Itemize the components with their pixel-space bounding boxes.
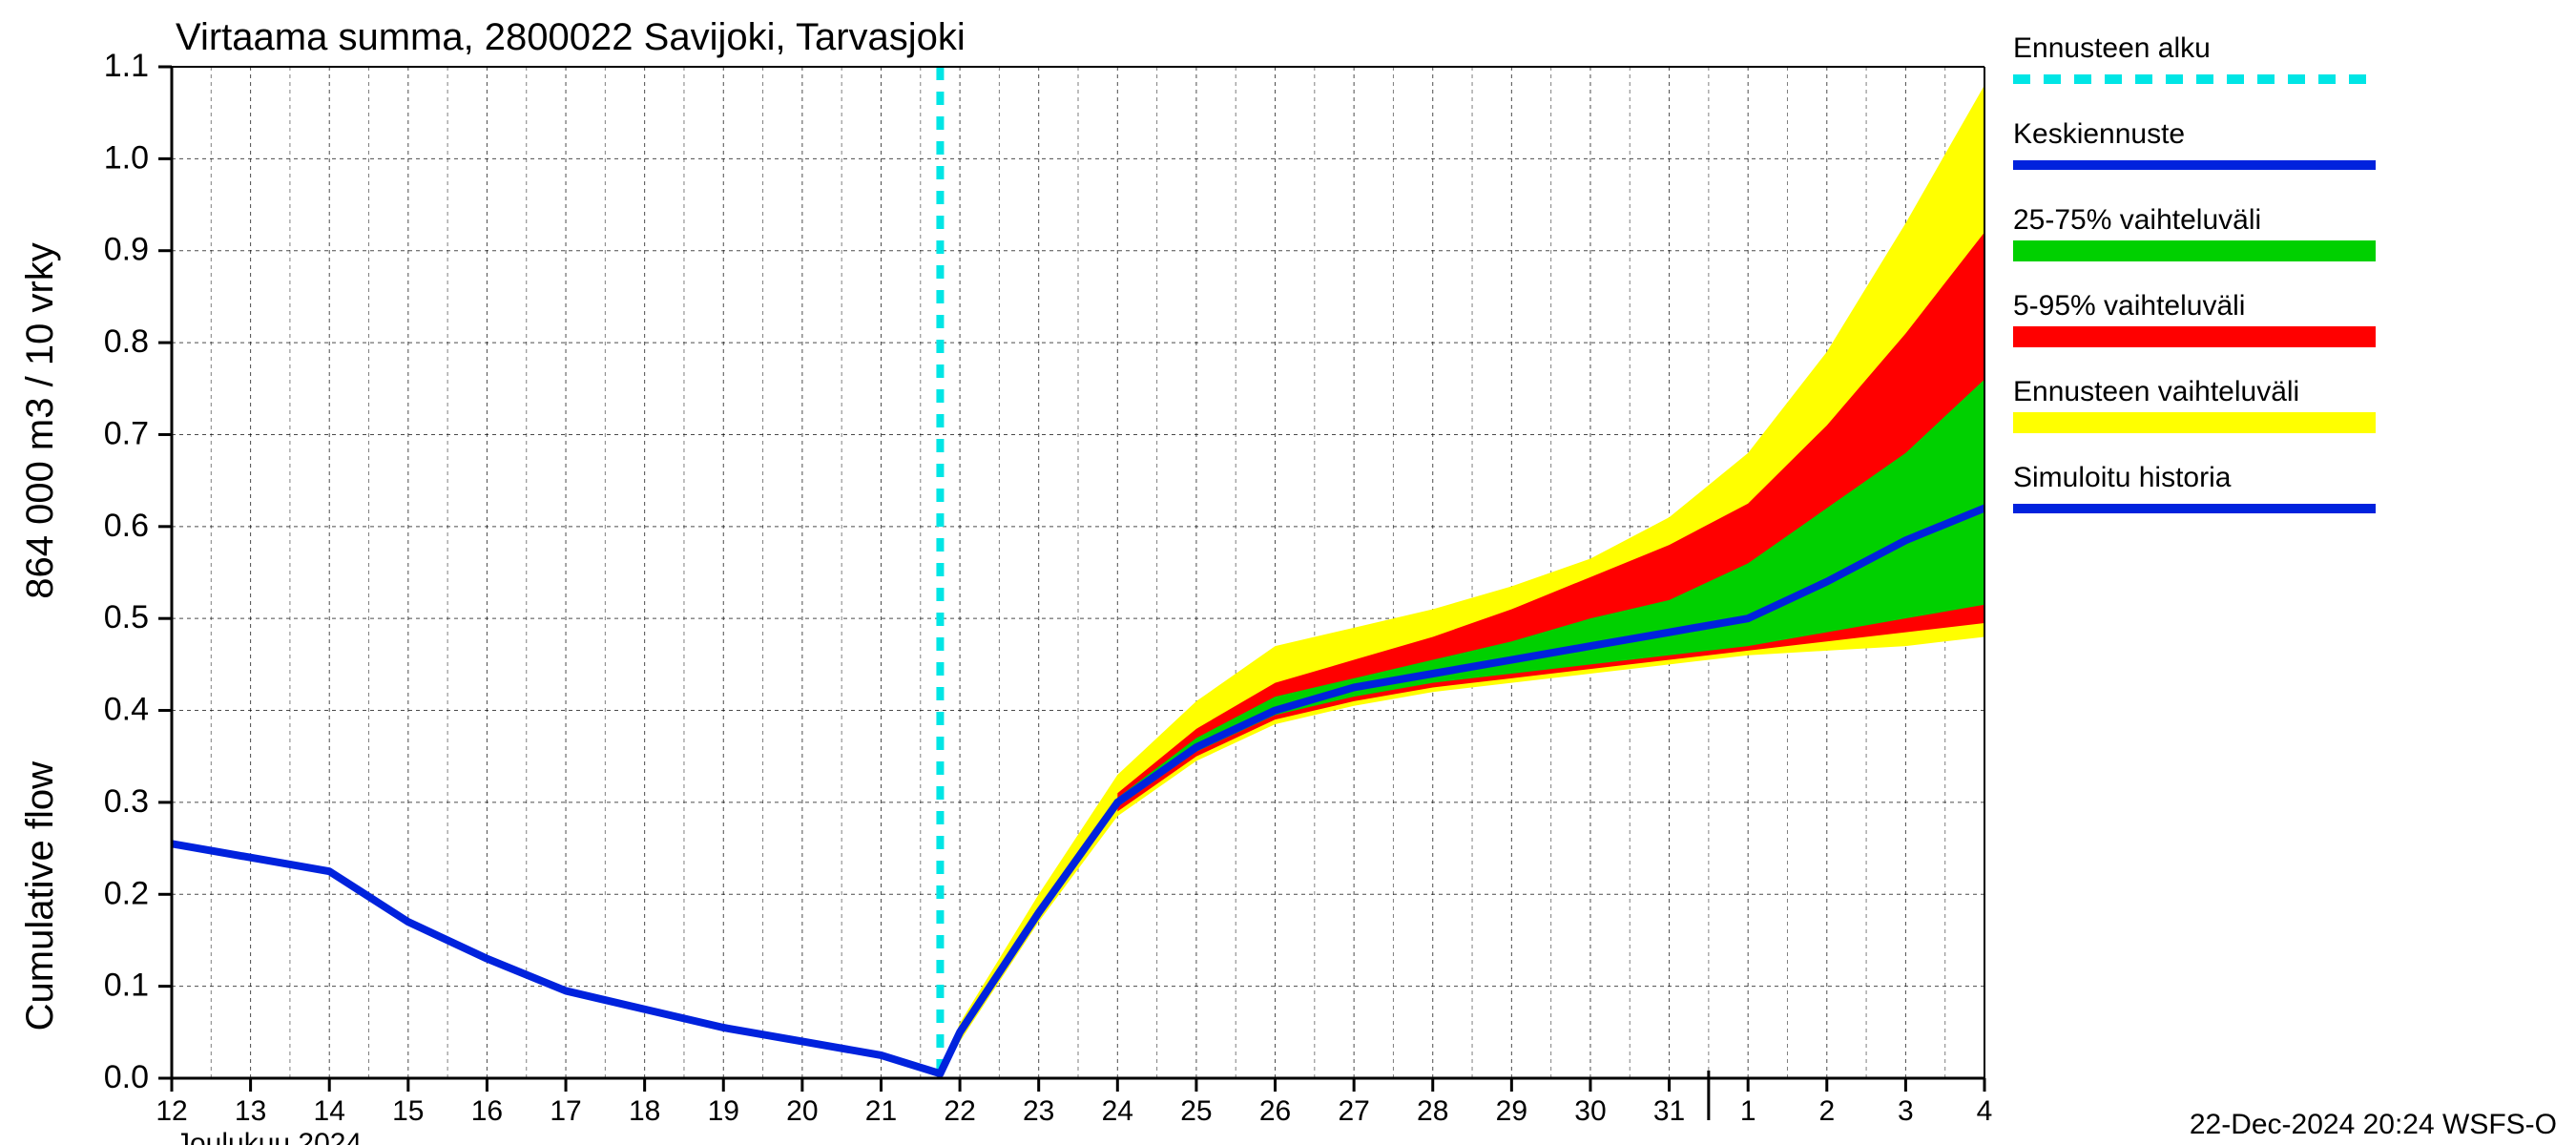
- legend-label: Ennusteen alku: [2013, 32, 2211, 64]
- x-tick-label: 2: [1818, 1095, 1835, 1127]
- y-tick-label: 0.2: [104, 875, 149, 911]
- chart-svg: 0.00.10.20.30.40.50.60.70.80.91.01.11213…: [0, 0, 2576, 1145]
- legend-label: Simuloitu historia: [2013, 462, 2232, 493]
- x-tick-label: 30: [1574, 1095, 1606, 1127]
- x-tick-label: 14: [314, 1095, 345, 1127]
- x-tick-label: 21: [865, 1095, 897, 1127]
- legend-swatch: [2013, 326, 2376, 347]
- footer-timestamp: 22-Dec-2024 20:24 WSFS-O: [2190, 1109, 2557, 1140]
- x-tick-label: 17: [550, 1095, 581, 1127]
- x-tick-label: 1: [1740, 1095, 1756, 1127]
- x-tick-label: 24: [1102, 1095, 1133, 1127]
- legend-label: Ennusteen vaihteluväli: [2013, 376, 2299, 407]
- y-axis-label-2: 864 000 m3 / 10 vrky: [19, 242, 61, 599]
- legend-swatch: [2013, 412, 2376, 433]
- x-tick-label: 4: [1977, 1095, 1993, 1127]
- x-tick-label: 27: [1338, 1095, 1369, 1127]
- x-tick-label: 22: [944, 1095, 975, 1127]
- y-tick-label: 0.3: [104, 783, 149, 820]
- legend-label: 25-75% vaihteluväli: [2013, 204, 2261, 236]
- x-tick-label: 25: [1180, 1095, 1212, 1127]
- x-tick-label: 3: [1898, 1095, 1914, 1127]
- x-tick-label: 12: [156, 1095, 187, 1127]
- x-tick-label: 15: [392, 1095, 424, 1127]
- legend-swatch: [2013, 240, 2376, 261]
- x-tick-label: 31: [1653, 1095, 1685, 1127]
- x-tick-label: 16: [471, 1095, 503, 1127]
- x-tick-label: 20: [786, 1095, 818, 1127]
- x-tick-label: 13: [235, 1095, 266, 1127]
- y-tick-label: 1.1: [104, 48, 149, 84]
- y-tick-label: 0.6: [104, 508, 149, 544]
- y-tick-label: 0.8: [104, 323, 149, 360]
- history-line: [172, 843, 940, 1073]
- x-tick-label: 23: [1023, 1095, 1054, 1127]
- chart-container: 0.00.10.20.30.40.50.60.70.80.91.01.11213…: [0, 0, 2576, 1145]
- y-tick-label: 1.0: [104, 139, 149, 176]
- y-tick-label: 0.1: [104, 968, 149, 1004]
- y-axis-label-1: Cumulative flow: [19, 761, 61, 1030]
- y-tick-label: 0.4: [104, 692, 149, 728]
- y-tick-label: 0.9: [104, 232, 149, 268]
- x-tick-label: 29: [1496, 1095, 1527, 1127]
- x-tick-label: 26: [1259, 1095, 1291, 1127]
- legend: Ennusteen alku Keskiennuste 25-75% vaihtel…: [2013, 32, 2376, 509]
- y-tick-label: 0.0: [104, 1059, 149, 1095]
- y-tick-label: 0.7: [104, 415, 149, 451]
- legend-label: 5-95% vaihteluväli: [2013, 290, 2245, 322]
- x-month-label-fi: Joulukuu 2024: [176, 1128, 362, 1145]
- y-tick-label: 0.5: [104, 599, 149, 635]
- x-tick-label: 28: [1417, 1095, 1448, 1127]
- legend-label: Keskiennuste: [2013, 118, 2185, 150]
- x-tick-label: 19: [708, 1095, 739, 1127]
- chart-title: Virtaama summa, 2800022 Savijoki, Tarvas…: [176, 16, 966, 58]
- x-tick-label: 18: [629, 1095, 660, 1127]
